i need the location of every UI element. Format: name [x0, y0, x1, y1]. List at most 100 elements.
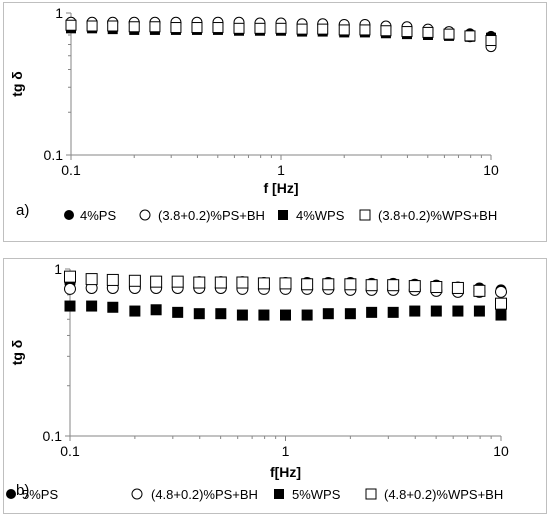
data-point [495, 309, 507, 321]
data-point [452, 305, 464, 317]
data-point [401, 26, 413, 38]
chart-panel-b: 0.1 1 10 0.1 1 f[Hz] tg δ b) 5%PS (4.8+0.2)%PS+BH… [3, 258, 547, 514]
data-point [233, 22, 245, 34]
chart-panel-a: 0.1 1 10 0.1 1 f [Hz] tg δ a) 4%PS (3.8+0.2)%PS+B… [3, 2, 547, 242]
legend-marker [359, 209, 371, 221]
data-point [236, 309, 248, 321]
legend-marker [6, 489, 16, 499]
data-point [495, 297, 507, 310]
data-point [150, 304, 162, 316]
legend-marker [365, 488, 377, 500]
data-point [451, 281, 464, 294]
data-point [150, 275, 163, 288]
x-tick-label: 1 [277, 162, 285, 178]
y-axis-label: tg δ [9, 71, 25, 97]
data-point [193, 308, 205, 320]
data-point [65, 19, 77, 31]
data-point [409, 305, 421, 317]
data-point [464, 30, 476, 42]
data-point [495, 285, 507, 298]
legend-label: (4.8+0.2)%PS+BH [151, 487, 258, 502]
legend-marker [64, 210, 74, 220]
data-point [408, 280, 421, 293]
data-point [279, 277, 292, 290]
legend-label: (3.8+0.2)%WPS+BH [378, 208, 497, 223]
legend-label: 5%WPS [292, 487, 341, 502]
data-point [215, 308, 227, 320]
data-point [422, 26, 434, 38]
x-tick-label: 1 [282, 443, 290, 459]
data-point [301, 309, 313, 321]
data-point [149, 21, 161, 33]
data-point [485, 35, 497, 47]
data-point [443, 28, 455, 40]
chart-a: 0.1 1 10 0.1 1 f [Hz] tg δ a) 4%PS (3.8+0.2)%PS+B… [9, 5, 499, 223]
y-tick-label: 0.1 [43, 428, 63, 444]
data-point [322, 308, 334, 320]
data-point [473, 305, 485, 317]
legend-marker [131, 488, 143, 500]
data-point [317, 23, 329, 35]
data-point [171, 275, 184, 288]
data-point [172, 306, 184, 318]
data-point [214, 276, 227, 289]
data-point [275, 22, 287, 34]
data-point [366, 306, 378, 318]
series-4 [65, 19, 497, 47]
data-point [344, 278, 357, 291]
data-point [236, 276, 249, 289]
data-point [380, 25, 392, 37]
legend-marker [274, 489, 284, 499]
data-point [191, 22, 203, 34]
panel-label: b) [16, 482, 29, 499]
data-point [64, 270, 76, 283]
data-point [107, 301, 119, 313]
legend-label: (4.8+0.2)%WPS+BH [384, 487, 503, 502]
y-tick-label: 1 [54, 261, 62, 277]
x-tick-label: 0.1 [60, 443, 80, 459]
chart-b: 0.1 1 10 0.1 1 f[Hz] tg δ b)5%PS (4.8+0.2)%PS+BH… [6, 261, 509, 502]
data-point [170, 22, 182, 34]
data-point [128, 21, 140, 33]
data-point [86, 20, 98, 32]
data-point [359, 24, 371, 36]
data-point [387, 306, 399, 318]
x-tick-label: 10 [493, 443, 509, 459]
data-point [193, 276, 206, 289]
series-4 [64, 270, 507, 310]
data-point [106, 273, 119, 286]
data-point [344, 308, 356, 320]
panel-label: a) [16, 202, 29, 219]
y-tick-label: 1 [55, 5, 63, 21]
data-point [64, 300, 76, 312]
x-axis-label: f [Hz] [264, 180, 299, 196]
data-point [322, 278, 335, 291]
data-point [365, 279, 378, 292]
data-point [212, 22, 224, 34]
legend-label: (3.8+0.2)%PS+BH [158, 208, 265, 223]
legend-label: 5%PS [22, 487, 58, 502]
data-point [430, 281, 443, 294]
data-point [257, 277, 270, 290]
y-tick-label: 0.1 [44, 147, 64, 163]
x-axis-label: f[Hz] [270, 464, 301, 480]
data-point [430, 305, 442, 317]
legend-label: 4%WPS [296, 208, 345, 223]
data-point [296, 23, 308, 35]
data-point [85, 273, 98, 286]
data-point [258, 309, 270, 321]
data-point [254, 22, 266, 34]
data-point [387, 279, 400, 292]
data-point [280, 309, 291, 321]
data-point [128, 274, 141, 287]
x-tick-label: 10 [483, 162, 499, 178]
data-point [86, 300, 98, 312]
x-tick-label: 0.1 [61, 162, 81, 178]
legend-marker [278, 210, 288, 220]
series-3 [64, 300, 507, 321]
y-axis-label: tg δ [9, 340, 25, 366]
data-point [129, 305, 141, 317]
legend-marker [139, 209, 151, 221]
data-point [107, 20, 119, 32]
data-point [301, 278, 314, 291]
